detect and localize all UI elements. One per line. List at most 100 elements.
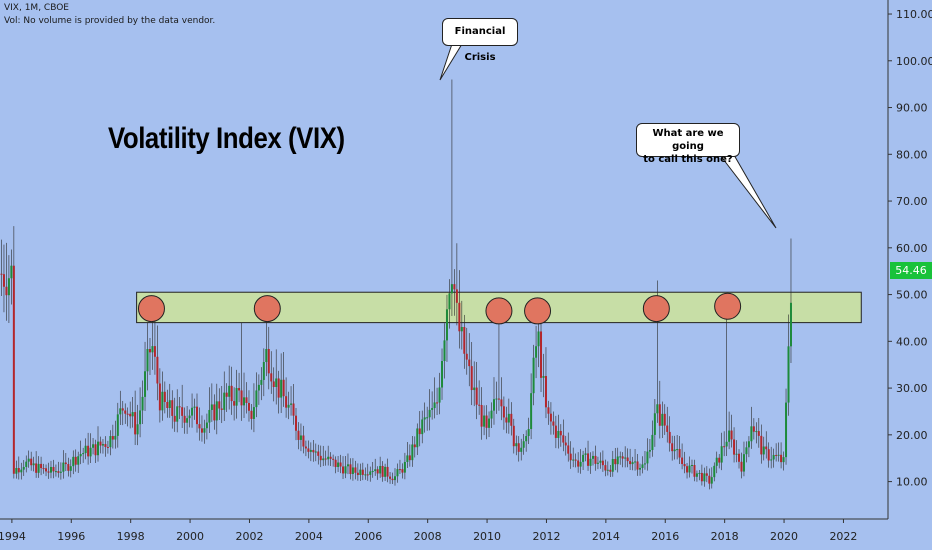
candle-body (460, 327, 463, 332)
x-tick-label: 2014 (592, 530, 620, 543)
candle-body (191, 407, 194, 416)
candle-body (398, 469, 401, 471)
candle-body (530, 393, 533, 430)
candle-body (379, 465, 382, 474)
candle-body (552, 421, 555, 426)
candle-body (79, 454, 82, 457)
candle-body (700, 472, 703, 482)
candle-body (243, 397, 246, 406)
y-tick-label: 80.00 (896, 148, 928, 161)
candle-body (198, 424, 201, 429)
candle-body (572, 459, 575, 461)
candle-body (760, 435, 763, 455)
candle-body (520, 447, 523, 452)
candle-body (210, 404, 213, 410)
candle-body (82, 453, 85, 455)
candle-body (252, 407, 255, 419)
candle-body (208, 409, 211, 423)
y-tick-label: 70.00 (896, 195, 928, 208)
candle-body (733, 439, 736, 455)
candle-body (213, 404, 216, 421)
candle-body (376, 469, 379, 474)
candle-body (292, 403, 295, 416)
candle-body (767, 449, 770, 461)
candle-body (728, 430, 731, 442)
candle-body (295, 415, 297, 431)
candle-body (502, 406, 505, 418)
candle-body (401, 469, 404, 473)
candle-body (99, 441, 102, 446)
candle-body (389, 476, 392, 479)
spike-marker-circle (524, 297, 552, 325)
candle-body (787, 346, 790, 403)
candle-body (587, 453, 590, 466)
candle-body (723, 446, 726, 448)
candle-body (540, 331, 543, 378)
candle-body (371, 471, 374, 473)
candle-body (671, 443, 674, 452)
candle-body (517, 443, 520, 452)
candle-body (238, 388, 241, 391)
candle-body (458, 302, 461, 332)
candle-body (287, 404, 290, 408)
candle-body (418, 428, 421, 435)
candle-body (582, 454, 585, 462)
candle-body (250, 410, 253, 419)
candle-body (641, 464, 644, 468)
candle-body (752, 426, 755, 432)
candle-body (262, 362, 265, 380)
candle-body (54, 471, 57, 473)
candle-body (658, 404, 661, 426)
candle-body (537, 331, 540, 347)
candle-body (215, 401, 218, 421)
candle-body (443, 340, 446, 362)
candle-body (342, 466, 345, 474)
candle-body (116, 414, 119, 436)
candle-body (282, 379, 285, 397)
candle-body (233, 401, 236, 406)
candle-body (141, 396, 144, 411)
candle-body (22, 466, 25, 470)
candle-body (639, 467, 642, 470)
candle-body (272, 381, 275, 387)
candle-body (178, 406, 181, 408)
question-line-2: to call this one? (643, 154, 733, 165)
candle-body (166, 401, 169, 408)
candle-body (97, 441, 100, 456)
candle-body (624, 457, 627, 459)
candle-body (663, 413, 666, 426)
candle-body (309, 449, 312, 452)
candle-body (339, 462, 342, 467)
candle-body (720, 446, 723, 463)
candle-body (384, 466, 387, 477)
candle-body (57, 471, 60, 473)
candle-body (255, 390, 258, 408)
candle-body (225, 392, 228, 397)
candle-body (119, 408, 122, 415)
y-tick-label: 100.00 (896, 55, 932, 68)
candle-body (688, 465, 691, 473)
candle-body (428, 409, 431, 418)
candle-body (547, 407, 550, 414)
candle-body (480, 405, 483, 427)
candle-body (507, 413, 510, 423)
financial-crisis-callout: Financial Crisis (442, 18, 518, 63)
candle-body (89, 447, 92, 457)
candle-body (589, 458, 592, 466)
candle-body (361, 469, 364, 475)
candle-body (725, 441, 728, 447)
candle-body (111, 436, 114, 440)
candle-body (247, 402, 250, 411)
candle-body (386, 466, 389, 477)
spike-marker-circle (642, 295, 670, 323)
candle-body (421, 419, 424, 435)
candle-body (742, 454, 745, 472)
candle-body (346, 464, 349, 467)
candle-body (470, 366, 473, 391)
x-tick-label: 2002 (235, 530, 263, 543)
y-tick-label: 90.00 (896, 102, 928, 115)
candle-body (186, 418, 189, 423)
candle-body (322, 458, 325, 461)
volume-note: Vol: No volume is provided by the data v… (4, 16, 216, 26)
